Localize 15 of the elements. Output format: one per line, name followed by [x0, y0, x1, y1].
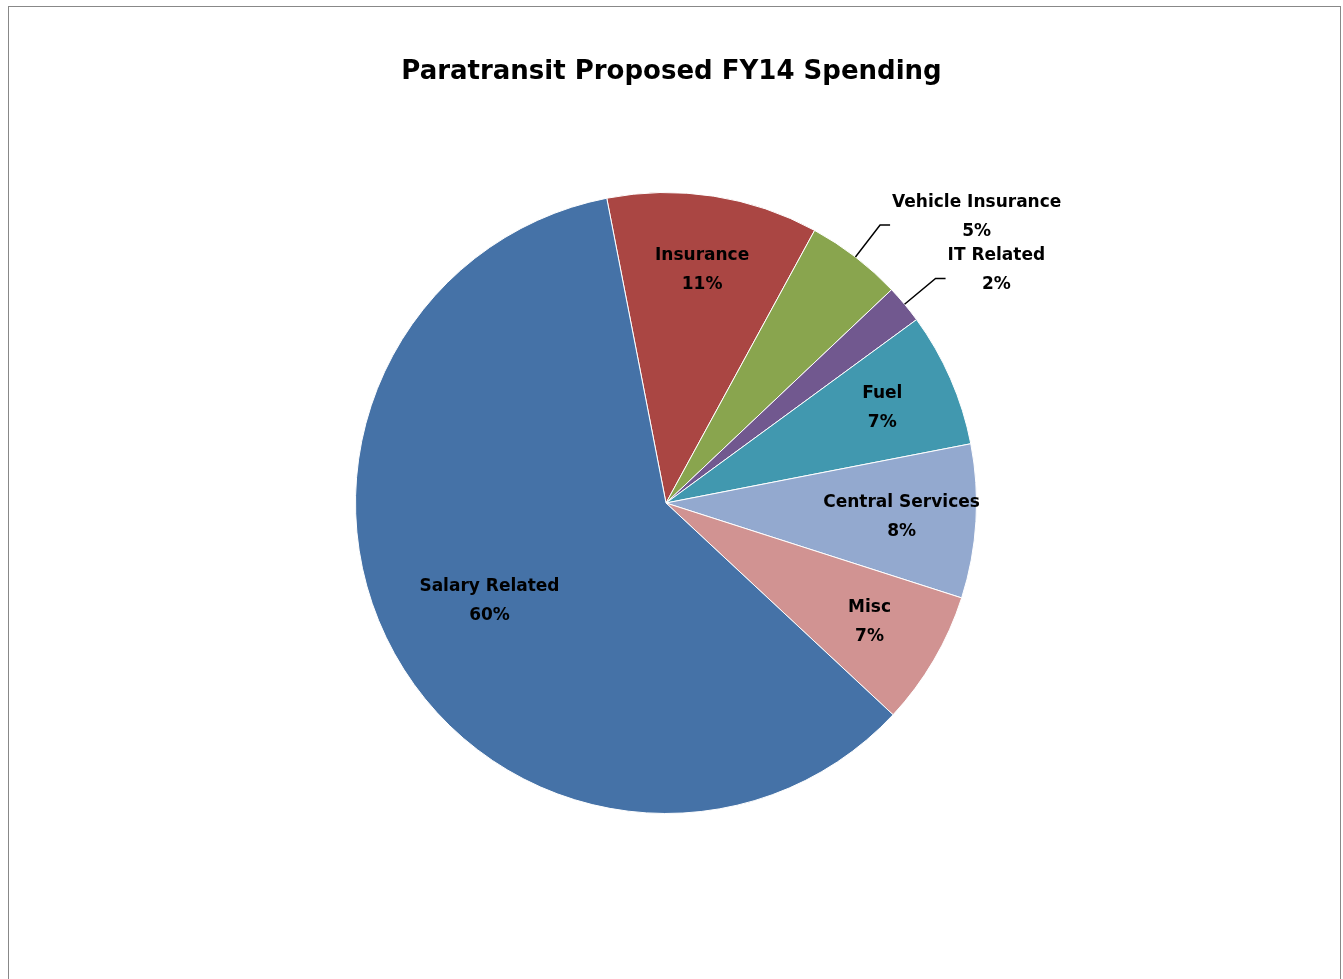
data-label: 8% [887, 519, 916, 540]
slice-label: IT Related [947, 244, 1046, 265]
data-label: 7% [855, 625, 884, 646]
data-label: 2% [981, 273, 1011, 294]
slice-label: Vehicle Insurance [892, 190, 1062, 211]
slice-label: Insurance [654, 243, 750, 264]
slice-label: Misc [848, 596, 892, 617]
slice-label: Fuel [862, 382, 903, 403]
data-label: 11% [681, 272, 723, 293]
slice-label: Central Services [823, 490, 980, 511]
slice-label: Salary Related [419, 574, 560, 595]
data-label: 60% [469, 603, 510, 624]
chart-title: Paratransit Proposed FY14 Spending [400, 55, 943, 85]
data-label: 5% [962, 219, 992, 240]
data-label: 7% [867, 411, 897, 432]
